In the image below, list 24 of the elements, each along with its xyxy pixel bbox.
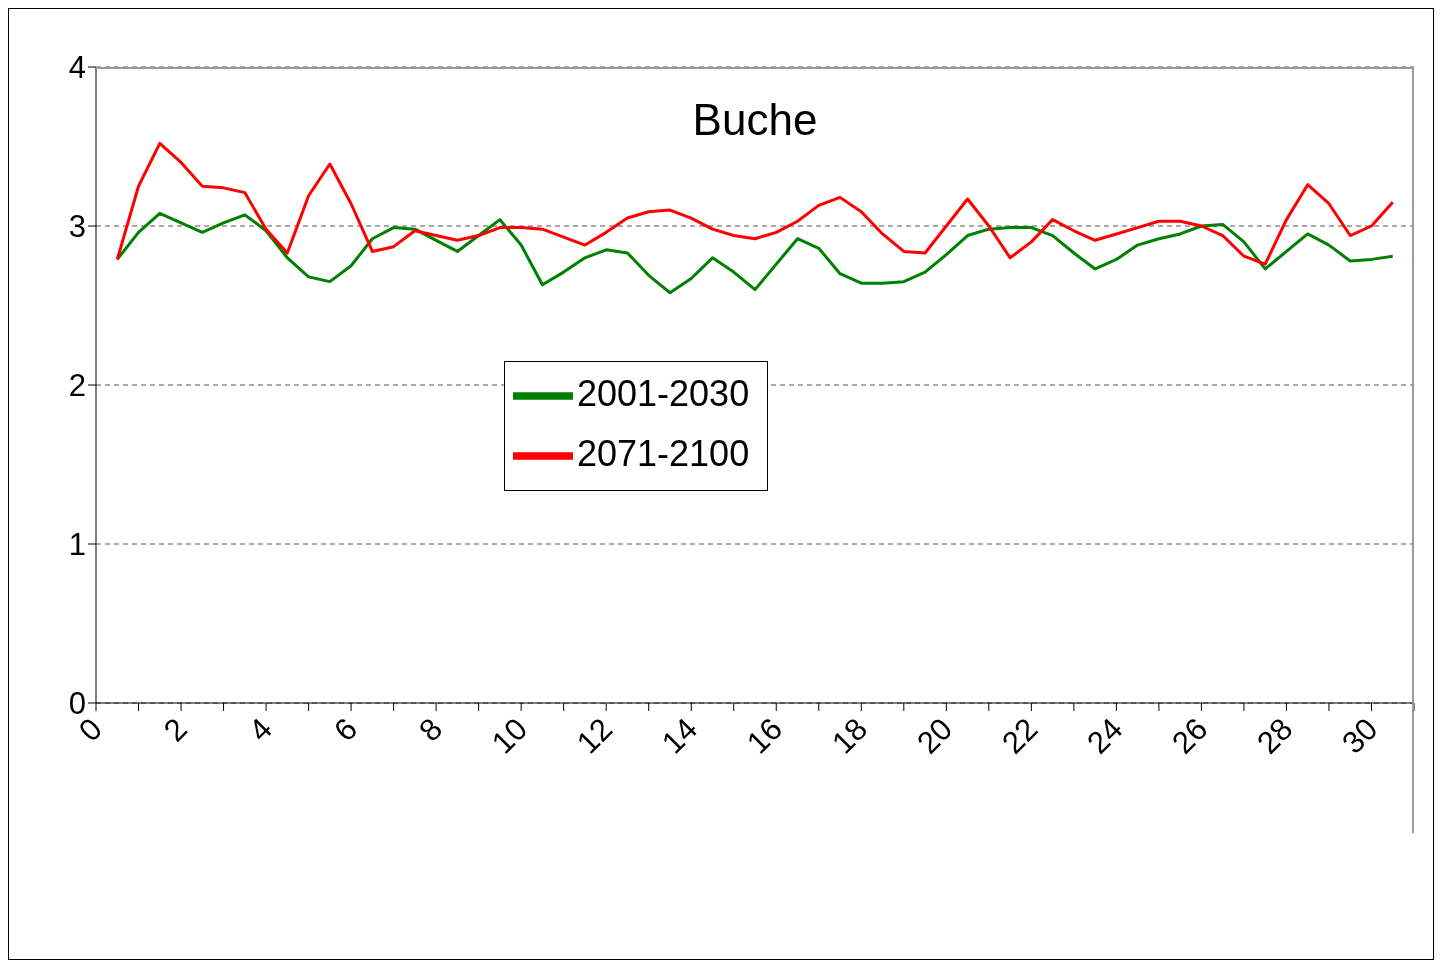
x-tick-label: 8 [412, 711, 450, 749]
x-tick-label: 20 [910, 711, 960, 761]
x-tick-label: 28 [1250, 711, 1300, 761]
y-tick-label: 3 [68, 209, 86, 245]
text: Buche [691, 95, 819, 145]
line-series [115, 211, 1395, 295]
y-tick-label: 1 [68, 527, 86, 563]
x-tick-label: 16 [740, 711, 790, 761]
x-tick-label: 4 [242, 711, 280, 749]
x-tick-label: 14 [655, 711, 705, 761]
legend-label: 2001-2030 [577, 372, 750, 414]
y-tick-label: 2 [68, 368, 86, 404]
x-tick-label: 24 [1080, 711, 1130, 761]
line-series [115, 141, 1395, 266]
legend-label: 2071-2100 [577, 432, 750, 474]
x-tick-label: 22 [995, 711, 1045, 761]
y-tick-label: 4 [68, 50, 86, 85]
x-tick-label: 6 [327, 711, 365, 749]
x-tick-label: 18 [825, 711, 875, 761]
x-tick-label: 30 [1335, 711, 1385, 761]
x-tick-label: 10 [484, 711, 535, 761]
x-tick-label: 12 [570, 711, 620, 761]
x-tick-label: 2 [157, 711, 194, 749]
x-tick-label: 26 [1165, 711, 1215, 761]
